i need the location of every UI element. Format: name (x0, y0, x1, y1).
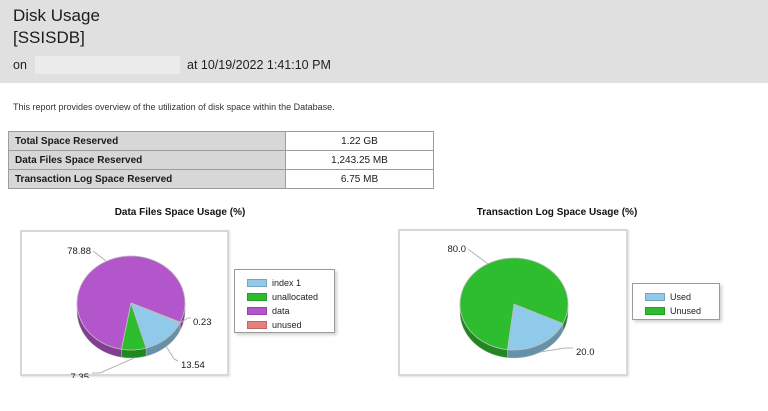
chart-title-data-files: Data Files Space Usage (%) (114, 207, 246, 218)
report-header: Disk Usage [SSISDB] on at 10/19/2022 1:4… (0, 0, 768, 83)
leader-line (467, 248, 489, 265)
table-row: Total Space Reserved 1.22 GB (8, 131, 434, 151)
pie-slice-Used (506, 303, 564, 351)
space-summary-table: Total Space Reserved 1.22 GB Data Files Sp… (8, 131, 434, 189)
transaction-log-legend: Used Unused (632, 283, 720, 320)
row-value: 1.22 GB (285, 131, 434, 151)
report-datetime: at 10/19/2022 1:41:10 PM (187, 58, 331, 72)
legend-swatch (247, 278, 267, 287)
server-name-field (35, 56, 180, 74)
row-value: 6.75 MB (285, 169, 434, 189)
pie-value-label: 13.54 (181, 360, 205, 371)
pie-value-label: 7.35 (71, 372, 90, 378)
table-row: Transaction Log Space Reserved 6.75 MB (8, 169, 434, 189)
pie-value-label: 0.23 (193, 317, 212, 328)
pie-value-label: 80.0 (448, 244, 467, 255)
table-row: Data Files Space Reserved 1,243.25 MB (8, 150, 434, 170)
transaction-log-pie-chart: 20.0 80.0 (398, 229, 628, 376)
leader-line (92, 250, 107, 262)
leader-line (539, 347, 573, 353)
legend-swatch (645, 306, 665, 315)
row-label: Data Files Space Reserved (8, 150, 286, 170)
legend-item: Used (645, 290, 711, 303)
pie-chart-svg: 13.54 7.35 78.88 0.23 (67, 246, 212, 378)
leader-line (179, 317, 191, 324)
on-label: on (13, 58, 27, 72)
leader-line (165, 345, 179, 362)
legend-swatch (247, 292, 267, 301)
pie-value-label: 78.88 (67, 246, 91, 257)
pie-slice-data (76, 255, 186, 350)
legend-item: unused (247, 318, 326, 331)
legend-swatch (645, 292, 665, 301)
page-title: Disk Usage (13, 6, 100, 25)
data-files-pie-chart: 13.54 7.35 78.88 0.23 (20, 230, 229, 378)
legend-item: data (247, 304, 326, 317)
leader-line (92, 357, 135, 374)
legend-swatch (247, 320, 267, 329)
row-label: Transaction Log Space Reserved (8, 169, 286, 189)
legend-item: index 1 (247, 276, 326, 289)
legend-label: data (272, 305, 290, 316)
legend-item: Unused (645, 304, 711, 317)
legend-label: unused (272, 319, 302, 330)
pie-chart-svg: 20.0 80.0 (448, 244, 595, 359)
legend-label: Unused (670, 305, 702, 316)
row-value: 1,243.25 MB (285, 150, 434, 170)
legend-item: unallocated (247, 290, 326, 303)
pie-value-label: 20.0 (576, 347, 595, 358)
database-name: [SSISDB] (13, 28, 85, 47)
legend-swatch (247, 306, 267, 315)
legend-label: unallocated (272, 291, 319, 302)
chart-title-transaction-log: Transaction Log Space Usage (%) (476, 207, 638, 218)
report-description: This report provides overview of the uti… (13, 102, 335, 112)
legend-label: index 1 (272, 277, 302, 288)
row-label: Total Space Reserved (8, 131, 286, 151)
legend-label: Used (670, 291, 692, 302)
data-files-legend: index 1 unallocated data unused (234, 269, 335, 333)
